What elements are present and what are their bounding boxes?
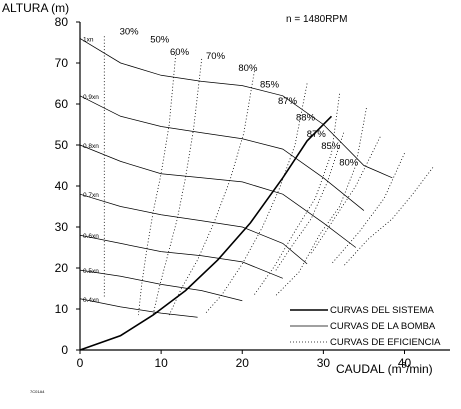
efficiency-label: 85% xyxy=(260,80,280,91)
pump-curve-label: 0.6xn xyxy=(83,233,99,240)
pump-curve xyxy=(79,95,365,211)
x-ticks: 0 10 20 30 40 xyxy=(77,350,412,370)
y-tick-label: 10 xyxy=(55,302,69,316)
pump-curve-label: 0.8xn xyxy=(83,143,99,150)
x-tick-label: 20 xyxy=(236,356,250,370)
y-tick-label: 30 xyxy=(55,220,69,234)
system-curve xyxy=(79,115,333,351)
pump-curve-label: 0.9xn xyxy=(83,94,99,101)
pump-curve xyxy=(79,144,357,248)
pump-curve-label: 0.5xn xyxy=(83,268,99,275)
x-axis-title: CAUDAL (m3/min) xyxy=(336,361,433,376)
legend-label-efficiency: CURVAS DE EFICIENCIA xyxy=(330,337,441,348)
pump-curve xyxy=(79,298,198,318)
pump-curve xyxy=(79,193,308,265)
efficiency-curve xyxy=(310,136,381,254)
efficiency-label: 70% xyxy=(206,51,226,62)
x-axis-title-sup: 3 xyxy=(402,361,407,370)
efficiency-label: 85% xyxy=(321,141,341,152)
efficiency-curves xyxy=(103,36,434,316)
efficiency-label: 88% xyxy=(296,112,316,123)
efficiency-curve xyxy=(168,71,255,316)
system-curve-group xyxy=(79,115,333,351)
x-tick-label: 10 xyxy=(154,356,168,370)
efficiency-labels: 30%50%60% 70%80%85%87%88%87%85%80% xyxy=(120,26,359,168)
pump-curve-label: 0.4xn xyxy=(83,297,99,304)
y-ticks: 0 10 20 30 40 50 60 70 80 xyxy=(55,15,80,357)
efficiency-label: 87% xyxy=(307,129,327,140)
pump-curves: 1xn 0.9xn 0.8xn 0.7xn 0.6xn 0.5xn 0.4xn xyxy=(79,36,393,318)
y-tick-label: 60 xyxy=(55,97,69,111)
legend-label-system: CURVAS DEL SISTEMA xyxy=(330,305,434,316)
y-tick-label: 40 xyxy=(55,179,69,193)
pump-curve-label: 1xn xyxy=(83,36,94,43)
x-tick-label: 0 xyxy=(77,356,84,370)
efficiency-curve xyxy=(138,54,177,316)
efficiency-label: 30% xyxy=(120,26,140,37)
efficiency-curve xyxy=(343,167,434,267)
efficiency-curve xyxy=(205,83,308,314)
efficiency-label: 60% xyxy=(170,47,190,58)
pump-curve xyxy=(79,38,393,179)
x-tick-label: 30 xyxy=(317,356,331,370)
efficiency-label: 50% xyxy=(150,35,170,46)
y-tick-label: 70 xyxy=(55,56,69,70)
efficiency-label: 80% xyxy=(339,158,359,169)
efficiency-curve xyxy=(152,58,203,316)
y-tick-label: 50 xyxy=(55,138,69,152)
y-axis-title: ALTURA (m) xyxy=(2,1,69,15)
efficiency-curve xyxy=(274,132,345,273)
y-tick-label: 0 xyxy=(61,343,68,357)
efficiency-curve xyxy=(274,108,367,297)
y-tick-label: 80 xyxy=(55,15,69,29)
efficiency-label: 80% xyxy=(238,63,258,74)
x-tick-label: 40 xyxy=(398,356,412,370)
pump-curve-label: 0.7xn xyxy=(83,192,99,199)
legend: CURVAS DEL SISTEMA CURVAS DE LA BOMBA CU… xyxy=(290,305,441,348)
figure-code: 7C01A4 xyxy=(30,389,45,394)
efficiency-curve xyxy=(254,93,340,295)
efficiency-label: 87% xyxy=(278,96,298,107)
efficiency-curve xyxy=(331,153,405,265)
x-axis-title-prefix: CAUDAL (m xyxy=(336,362,402,376)
pump-curve xyxy=(79,234,283,279)
axes xyxy=(79,22,450,351)
legend-label-pump: CURVAS DE LA BOMBA xyxy=(330,321,436,332)
pump-curve xyxy=(79,269,243,302)
rpm-annotation: n = 1480RPM xyxy=(286,14,347,25)
y-tick-label: 20 xyxy=(55,261,69,275)
x-axis-title-suffix: /min) xyxy=(406,362,433,376)
